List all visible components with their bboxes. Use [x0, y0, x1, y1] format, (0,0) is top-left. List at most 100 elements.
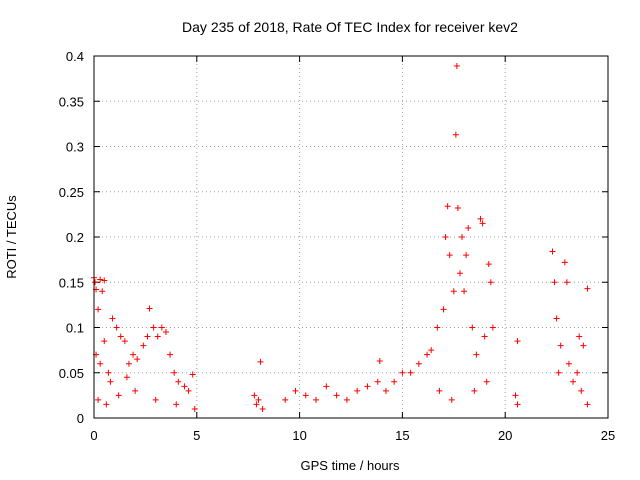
data-point — [101, 277, 108, 284]
data-point — [574, 369, 581, 376]
data-point — [167, 351, 174, 358]
x-tick-label: 5 — [193, 428, 200, 443]
data-point — [514, 338, 521, 345]
data-point — [391, 378, 398, 385]
data-point — [162, 329, 169, 336]
data-point — [173, 401, 180, 408]
data-point — [101, 338, 108, 345]
data-point — [117, 333, 124, 340]
data-point — [105, 369, 112, 376]
data-point — [459, 234, 466, 240]
data-point — [130, 351, 137, 358]
data-point — [158, 324, 165, 331]
y-tick-label: 0 — [77, 411, 84, 426]
data-point — [436, 387, 443, 394]
data-point — [555, 369, 562, 376]
y-tick-label: 0.4 — [66, 49, 84, 64]
y-tick-labels: 0 0.05 0.1 0.15 0.2 0.25 0.3 0.35 0.4 — [59, 49, 84, 426]
data-point — [191, 405, 198, 412]
data-point — [107, 378, 114, 385]
data-point — [471, 387, 478, 394]
data-point — [456, 270, 463, 277]
data-point — [461, 288, 468, 295]
data-point — [132, 387, 139, 394]
data-point — [313, 396, 320, 403]
data-point — [580, 342, 587, 349]
data-point — [189, 371, 196, 378]
data-point — [465, 224, 472, 231]
data-point — [454, 205, 461, 212]
data-point — [123, 374, 130, 381]
data-point — [95, 306, 102, 313]
data-point — [415, 360, 422, 367]
y-tick-label: 0.3 — [66, 140, 84, 155]
data-point — [134, 356, 141, 363]
data-point — [113, 324, 120, 331]
data-point — [152, 396, 159, 403]
data-point — [302, 392, 309, 399]
data-point — [551, 279, 558, 286]
y-axis-label: ROTI / TECUs — [4, 195, 19, 279]
data-point — [561, 259, 568, 266]
data-point — [485, 261, 492, 268]
data-point — [154, 333, 161, 340]
data-point — [434, 324, 441, 331]
data-point — [109, 315, 116, 322]
data-point — [489, 324, 496, 331]
data-points — [91, 62, 591, 412]
data-point — [343, 396, 350, 403]
data-point — [570, 378, 577, 385]
data-point — [557, 342, 564, 349]
x-tick-label: 15 — [395, 428, 409, 443]
data-point — [399, 369, 406, 376]
data-point — [473, 351, 480, 358]
data-point — [578, 387, 585, 394]
data-point — [487, 279, 494, 286]
data-point — [323, 383, 330, 390]
data-point — [144, 333, 151, 340]
data-point — [448, 396, 455, 403]
data-point — [374, 378, 381, 385]
data-point — [255, 396, 262, 403]
data-point — [185, 387, 192, 394]
data-point — [150, 324, 157, 331]
data-point — [514, 401, 521, 408]
chart-title: Day 235 of 2018, Rate Of TEC Index for r… — [182, 19, 518, 35]
data-point — [549, 248, 556, 255]
data-point — [282, 396, 289, 403]
y-tick-label: 0.2 — [66, 230, 84, 245]
data-point — [292, 387, 299, 394]
data-point — [584, 401, 591, 408]
y-tick-label: 0.25 — [59, 185, 84, 200]
data-point — [442, 234, 449, 240]
x-tick-label: 0 — [90, 428, 97, 443]
data-point — [364, 383, 371, 390]
data-point — [257, 358, 264, 365]
data-point — [477, 215, 484, 222]
data-point — [115, 392, 122, 399]
data-point — [565, 360, 572, 367]
data-point — [563, 279, 570, 286]
x-tick-label: 10 — [292, 428, 306, 443]
data-point — [444, 203, 451, 210]
data-point — [171, 369, 178, 376]
gridlines — [94, 56, 608, 418]
data-point — [453, 62, 460, 69]
data-point — [584, 285, 591, 292]
y-tick-label: 0.05 — [59, 366, 84, 381]
data-point — [450, 288, 457, 295]
data-point — [440, 306, 447, 313]
data-point — [512, 392, 519, 399]
data-point — [97, 360, 104, 367]
data-point — [97, 276, 104, 283]
data-point — [333, 392, 340, 399]
data-point — [463, 252, 470, 259]
data-point — [251, 392, 258, 399]
y-tick-label: 0.1 — [66, 321, 84, 336]
plot-frame — [93, 55, 609, 419]
y-tick-label: 0.15 — [59, 275, 84, 290]
data-point — [428, 347, 435, 354]
data-point — [95, 396, 102, 403]
data-point — [125, 360, 132, 367]
